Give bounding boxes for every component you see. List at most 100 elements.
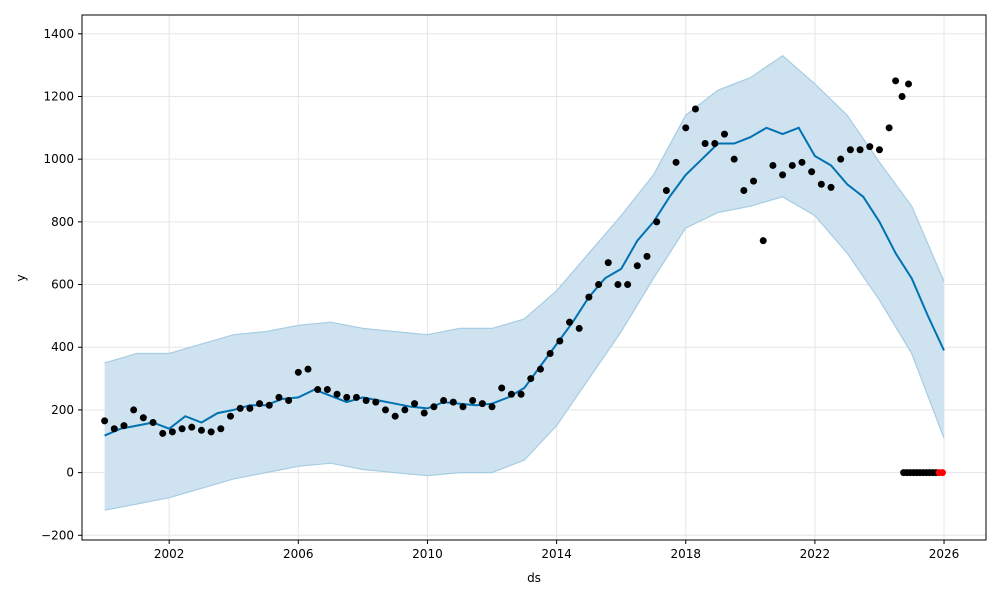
observed-point [101,417,109,425]
observed-point [139,414,147,422]
interval-fill [104,55,945,511]
y-tick-label: 1000 [43,152,74,166]
y-tick-label: 400 [51,340,74,354]
x-tick-label: 2018 [670,547,701,561]
observed-point [779,171,787,179]
observed-point [517,390,525,398]
forecast-line [104,126,945,437]
observed-point [352,393,360,401]
observed-point [585,293,593,301]
observed-point [769,161,777,169]
observed-point [633,262,641,270]
observed-point [449,398,457,406]
observed-point [711,140,719,148]
observed-point [672,158,680,166]
observed-point [536,365,544,373]
x-tick-label: 2006 [283,547,314,561]
observed-point [440,397,448,405]
y-tick-label: 1200 [43,89,74,103]
forecast-line-group [104,126,945,437]
observed-point [546,350,554,358]
observed-point [643,252,651,260]
observed-point [314,386,322,394]
observed-point [488,403,496,411]
observed-point [372,398,380,406]
x-tick-label: 2026 [929,547,960,561]
observed-point [846,146,854,154]
x-tick-label: 2014 [541,547,572,561]
observed-point [653,218,661,226]
observed-point [207,428,215,436]
observed-point [808,168,816,176]
observed-point [595,281,603,289]
observed-point [892,77,900,85]
y-tick-label: 800 [51,215,74,229]
observed-point [817,180,825,188]
highlight-point [938,469,946,477]
observed-point [159,429,167,437]
observed-point [381,406,389,414]
observed-point [614,281,622,289]
observed-point [188,423,196,431]
observed-point [885,124,893,132]
observed-point [759,237,767,245]
y-axis-label: y [14,274,28,281]
observed-point [362,397,370,405]
observed-point [110,425,118,433]
upper-bound-line [104,54,945,364]
observed-point [905,80,913,88]
observed-point [898,92,906,100]
y-tick-label: 200 [51,403,74,417]
observed-point [411,400,419,408]
y-tick-label: 0 [66,466,74,480]
observed-point [827,183,835,191]
observed-point [333,390,341,398]
observed-point [798,158,806,166]
y-tick-label: 1400 [43,27,74,41]
observed-point [275,393,283,401]
y-tick-label: −200 [41,528,74,542]
observed-point [304,365,312,373]
observed-point [401,406,409,414]
observed-point [837,155,845,163]
observed-point [197,426,205,434]
x-axis-label: ds [527,571,541,585]
observed-point [256,400,264,408]
x-tick-label: 2022 [800,547,831,561]
observed-point [149,418,157,426]
observed-point [236,404,244,412]
uncertainty-band [104,54,945,511]
observed-point [507,390,515,398]
observed-point [120,422,128,430]
observed-point [856,146,864,154]
x-tick-label: 2002 [154,547,185,561]
plot-frame [81,14,987,541]
observed-point [294,368,302,376]
observed-point [459,403,467,411]
observed-point [265,401,273,409]
observed-point [740,187,748,195]
observed-point [285,397,293,405]
observed-point [420,409,428,417]
observed-point [875,146,883,154]
observed-point [178,425,186,433]
lower-bound-line [104,196,945,511]
observed-point [391,412,399,420]
x-axis: 2002 2006 2010 2014 2018 2022 2026 [154,540,959,561]
observed-point [527,375,535,383]
y-axis: −200 0 200 400 600 800 1000 1200 1400 [41,27,82,542]
observed-point [730,155,738,163]
observed-point [478,400,486,408]
observed-point [498,384,506,392]
observed-point [566,318,574,326]
observed-points-group [101,77,946,477]
observed-point [866,143,874,151]
observed-point [750,177,758,185]
observed-point [662,187,670,195]
observed-point [788,161,796,169]
observed-point [323,386,331,394]
observed-point [168,428,176,436]
observed-point [556,337,564,345]
y-tick-label: 600 [51,278,74,292]
